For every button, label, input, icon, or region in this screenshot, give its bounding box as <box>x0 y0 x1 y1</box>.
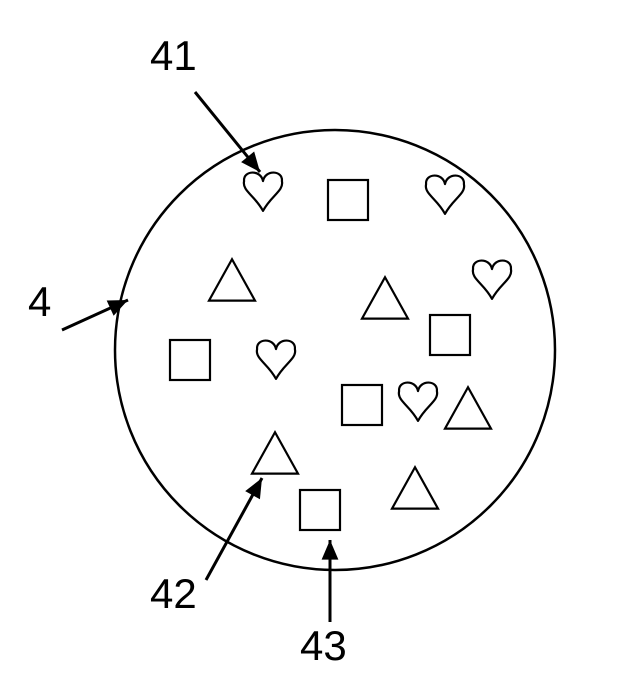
arrows-group <box>62 92 330 622</box>
square-shape <box>300 490 340 530</box>
triangle-shape <box>392 467 438 508</box>
label-4: 4 <box>28 278 51 325</box>
container-circle <box>115 130 555 570</box>
triangle-shape <box>445 387 491 428</box>
triangle-shape <box>252 432 298 473</box>
arrow-42 <box>206 478 262 580</box>
hearts-group <box>244 173 511 421</box>
heart-shape <box>473 261 511 299</box>
heart-shape <box>244 173 282 211</box>
triangle-shape <box>209 259 255 300</box>
labels-group: 41 4 42 43 <box>28 32 347 669</box>
square-shape <box>342 385 382 425</box>
square-shape <box>430 315 470 355</box>
diagram-svg: 41 4 42 43 <box>0 0 620 676</box>
heart-shape <box>257 341 295 379</box>
squares-group <box>170 180 470 530</box>
triangle-shape <box>362 277 408 318</box>
square-shape <box>170 340 210 380</box>
label-43: 43 <box>300 622 347 669</box>
label-42: 42 <box>150 570 197 617</box>
arrow-41 <box>195 92 260 172</box>
square-shape <box>328 180 368 220</box>
label-41: 41 <box>150 32 197 79</box>
heart-shape <box>399 383 437 421</box>
heart-shape <box>426 176 464 214</box>
